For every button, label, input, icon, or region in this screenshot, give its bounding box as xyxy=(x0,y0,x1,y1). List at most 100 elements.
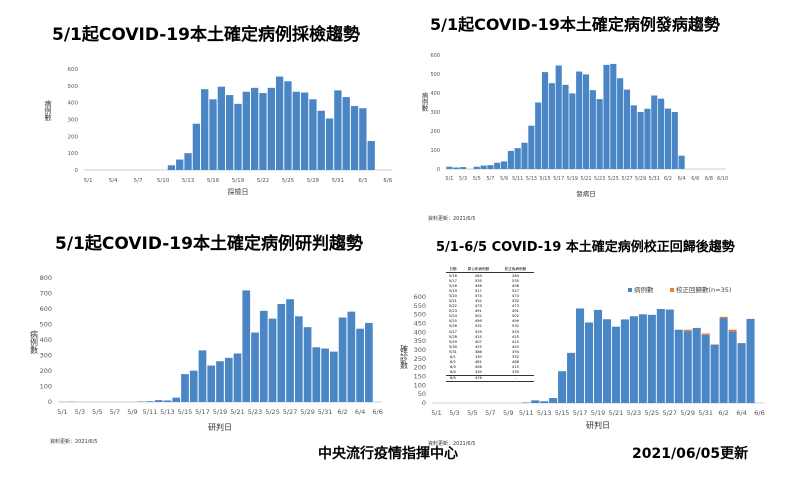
table-cell: 529 xyxy=(512,329,519,334)
x-tick-label: 5/29 xyxy=(635,176,646,182)
bar-5-29 xyxy=(303,327,312,402)
y-tick-label: 100 xyxy=(68,151,79,157)
table-cell: 5/31 xyxy=(448,349,457,354)
bar-5-23 xyxy=(596,99,603,169)
table-cell: 473 xyxy=(512,304,519,309)
bar-6-3 xyxy=(347,311,356,402)
bar-5-30 xyxy=(325,118,334,170)
y-tick-label: 450 xyxy=(414,320,426,328)
y-axis-label: 確診數 xyxy=(400,344,409,370)
bar-5-3 xyxy=(460,167,467,169)
y-tick-label: 400 xyxy=(430,91,440,97)
bar-5-24 xyxy=(603,64,610,169)
table-row: 6/4 339 339 xyxy=(446,370,534,376)
table-row: 5/31 386 394 xyxy=(446,349,534,354)
table-cell: 474 xyxy=(512,293,519,298)
table-row: 5/19 527 527 xyxy=(446,288,534,293)
y-tick-label: 500 xyxy=(414,311,426,319)
y-tick-label: 0 xyxy=(422,399,426,407)
x-tick-label: 5/13 xyxy=(526,176,537,182)
table-cell: 5/18 xyxy=(448,283,457,288)
table-cell: 491 xyxy=(512,309,519,314)
x-tick-label: 5/1 xyxy=(84,178,93,184)
y-axis-label: 病例數 xyxy=(44,99,52,122)
table-row: 5/16 283 284 xyxy=(446,273,534,279)
legend-swatch xyxy=(670,288,674,292)
table-cell: 527 xyxy=(474,288,482,293)
x-tick-label: 5/4 xyxy=(109,178,118,184)
x-tick-label: 6/6 xyxy=(754,409,764,417)
table-cell: - xyxy=(496,374,534,382)
x-tick-label: 5/5 xyxy=(467,409,477,417)
bar-5-14 xyxy=(192,123,201,170)
table-cell: 283 xyxy=(474,273,482,278)
x-tick-label: 5/7 xyxy=(485,409,495,417)
x-tick-label: 5/15 xyxy=(178,408,193,416)
update-note-corrected: 資料更新：2021/6/5 xyxy=(428,441,476,447)
x-tick-label: 5/29 xyxy=(680,409,695,417)
bar-cases-5-17 xyxy=(576,308,585,403)
bar-6-2 xyxy=(664,108,672,169)
table-cell: 5/28 xyxy=(448,334,457,339)
table-cell: 532 xyxy=(512,324,519,329)
bar-5-19 xyxy=(569,93,576,169)
x-tick-label: 5/15 xyxy=(539,176,550,182)
y-tick-label: 300 xyxy=(40,352,52,360)
x-axis-label: 研判日 xyxy=(208,422,232,432)
y-axis-label: 病例數 xyxy=(30,329,39,355)
table-cell: 6/2 xyxy=(450,360,456,365)
bar-5-11 xyxy=(514,148,521,169)
x-tick-label: 5/27 xyxy=(283,408,298,416)
chart-2: 0 100 200 300 400 500 600 700 800 5/1 5/3 5/5 5/7 5/9… xyxy=(30,274,383,432)
x-tick-label: 5/7 xyxy=(134,178,143,184)
bar-cases-6-1 xyxy=(710,344,719,403)
table-cell: 5/21 xyxy=(448,299,457,304)
bar-cases-5-16 xyxy=(567,353,576,403)
x-tick-label: 5/19 xyxy=(591,409,606,417)
y-tick-label: 400 xyxy=(40,336,52,344)
x-axis-label: 採檢日 xyxy=(228,187,249,196)
table-cell: 386 xyxy=(474,349,482,354)
x-tick-label: 5/27 xyxy=(621,176,632,182)
table-row: 5/26 532 532 xyxy=(446,324,534,329)
x-tick-label: 5/9 xyxy=(127,408,137,416)
bar-6-5 xyxy=(365,322,373,402)
y-tick-label: 600 xyxy=(68,67,79,73)
x-tick-label: 5/7 xyxy=(110,408,120,416)
bar-5-28 xyxy=(630,105,637,169)
legend-label: 病例數 xyxy=(634,285,654,294)
y-axis-label: 病例數 xyxy=(420,91,428,113)
bar-5-24 xyxy=(259,310,268,402)
x-tick-label: 5/29 xyxy=(300,408,315,416)
chart-title-testing: 5/1起COVID-19本土確定病例採檢趨勢 xyxy=(52,25,360,45)
x-tick-label: 6/6 xyxy=(691,176,699,182)
x-tick-label: 5/16 xyxy=(207,178,220,184)
x-tick-label: 5/19 xyxy=(213,408,228,416)
bar-5-26 xyxy=(292,91,300,170)
bar-cases-5-12 xyxy=(531,400,540,403)
bar-5-21 xyxy=(250,87,259,170)
x-tick-label: 6/2 xyxy=(718,409,728,417)
x-tick-label: 5/23 xyxy=(248,408,263,416)
x-tick-label: 5/27 xyxy=(662,409,677,417)
table-cell: 527 xyxy=(512,288,519,293)
table-cell: 488 xyxy=(512,360,519,365)
bar-5-13 xyxy=(163,400,172,402)
bar-6-4 xyxy=(356,328,364,402)
bar-5-10 xyxy=(507,150,514,169)
table-cell: 5/17 xyxy=(448,278,457,283)
table-row: 5/29 407 415 xyxy=(446,339,534,344)
table-cell: 394 xyxy=(512,349,519,354)
table-cell: 473 xyxy=(474,304,482,309)
y-tick-label: 200 xyxy=(40,367,52,375)
bar-cases-6-4 xyxy=(737,343,746,403)
bar-5-13 xyxy=(528,125,535,169)
table-cell: 425 xyxy=(474,344,482,349)
y-tick-label: 500 xyxy=(68,84,79,90)
x-tick-label: 6/4 xyxy=(736,409,746,417)
table-cell: 6/4 xyxy=(450,370,456,375)
x-tick-label: 5/13 xyxy=(537,409,552,417)
y-tick-label: 800 xyxy=(40,274,52,282)
table-cell: 415 xyxy=(512,365,519,370)
bar-cases-5-26 xyxy=(656,309,665,403)
